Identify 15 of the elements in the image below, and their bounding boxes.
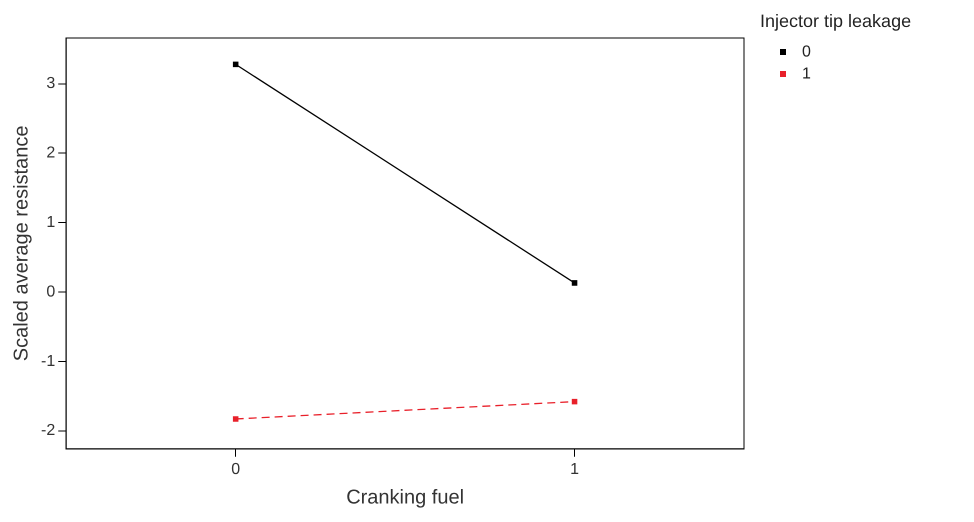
legend-label: 0 (802, 43, 811, 60)
point (572, 280, 578, 286)
point (572, 398, 578, 404)
legend-title: Injector tip leakage (760, 10, 912, 31)
point (232, 416, 238, 422)
point (232, 62, 238, 68)
y-tick-label: 0 (46, 283, 56, 300)
y-tick-label: 1 (46, 214, 56, 231)
y-axis-title: Scaled average resistance (10, 126, 33, 362)
y-tick-label: -1 (40, 352, 56, 370)
y-tick-label: -2 (40, 422, 56, 440)
y-tick-label: 2 (46, 144, 56, 162)
x-axis-title: Cranking fuel (346, 486, 464, 509)
legend-label: 1 (802, 65, 811, 82)
y-tick-label: 3 (46, 75, 56, 92)
